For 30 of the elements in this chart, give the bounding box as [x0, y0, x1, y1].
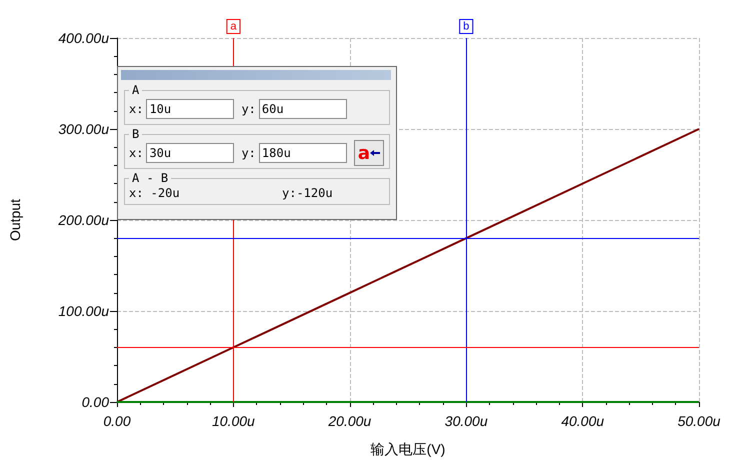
- text-field: 60u: [258, 99, 347, 119]
- y-tick-label: 300.00u: [58, 121, 110, 137]
- y-tick-label: 200.00u: [57, 212, 110, 228]
- annotation: y:: [241, 102, 256, 116]
- annotation: A - B: [131, 171, 170, 185]
- y-axis-title: Output: [7, 198, 23, 242]
- ref-line-label: a: [230, 20, 238, 32]
- x-tick-label: 0.00: [103, 413, 131, 429]
- y-tick-label: 100.00u: [58, 303, 110, 319]
- x-tick-label: 20.00u: [327, 413, 372, 429]
- y-tick-label: 400.00u: [58, 30, 110, 46]
- y-tick-label: 0.00: [82, 394, 110, 410]
- annotation: x: -20u: [129, 186, 181, 200]
- x-axis-title: 输入电压(V): [370, 441, 446, 457]
- text-field: 180u: [258, 143, 347, 163]
- annotation: x:: [129, 102, 144, 116]
- annotation: x:: [129, 146, 144, 160]
- x-tick-label: 40.00u: [561, 413, 604, 429]
- annotation: y:: [241, 146, 256, 160]
- annotation: B: [131, 127, 140, 141]
- x-tick-label: 10.00u: [212, 413, 256, 429]
- annotation: y:-120u: [282, 186, 333, 200]
- text-field: 10u: [146, 99, 234, 119]
- x-tick-label: 30.00u: [444, 413, 488, 429]
- x-tick-label: 50.00u: [678, 413, 721, 429]
- ref-line-label: b: [463, 20, 470, 32]
- annotation: a: [358, 142, 370, 164]
- text-field: 30u: [146, 143, 234, 163]
- line-series: [116, 128, 700, 403]
- annotation: A: [131, 83, 140, 97]
